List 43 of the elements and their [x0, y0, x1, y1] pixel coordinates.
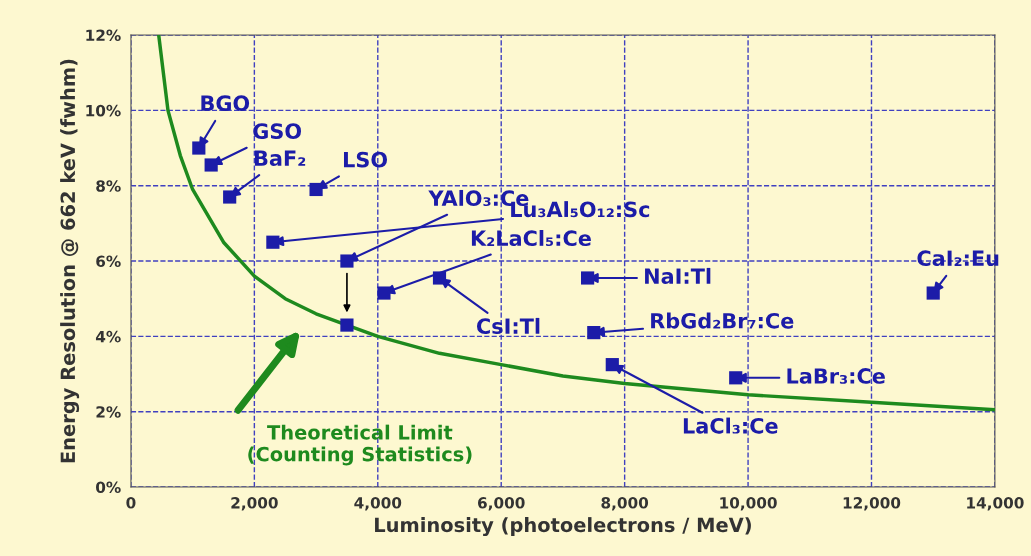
point — [605, 358, 619, 372]
annotation: GSO — [253, 123, 302, 140]
annotation: BaF₂ — [254, 150, 306, 167]
x-tick-label: 12,000 — [843, 497, 901, 511]
point — [926, 286, 940, 300]
x-tick-label: 10,000 — [720, 497, 777, 511]
annotation: BGO — [201, 95, 250, 112]
annotation: LaBr₃:Ce — [787, 368, 885, 384]
y-axis-title: Energy Resolution @ 662 keV (fwhm) — [60, 59, 80, 463]
x-tick-label: 0 — [126, 497, 136, 509]
point — [377, 286, 391, 300]
x-tick-label: 14,000 — [967, 497, 1024, 511]
point — [223, 190, 237, 204]
y-tick-label: 8% — [96, 180, 121, 192]
x-tick-label: 6,000 — [478, 497, 525, 511]
y-tick-label: 10% — [86, 104, 121, 117]
annotation: LSO — [343, 151, 388, 168]
y-tick-label: 4% — [95, 330, 121, 343]
annotation: LaCl₃:Ce — [683, 417, 778, 434]
x-tick-label: 4,000 — [354, 497, 402, 511]
annotation: Theoretical Limit (Counting Statistics) — [248, 424, 472, 466]
annotation: NaI:Tl — [645, 267, 711, 285]
annotation: CaI₂:Eu — [917, 250, 999, 267]
annotation: CsI:Tl — [476, 317, 540, 335]
y-tick-label: 2% — [96, 406, 121, 418]
point — [204, 158, 218, 172]
point — [587, 326, 601, 340]
x-tick-label: 2,000 — [231, 497, 278, 511]
annotation: K₂LaCl₅:Ce — [471, 229, 591, 247]
point — [192, 141, 206, 155]
point — [729, 371, 743, 385]
y-tick-label: 0% — [96, 481, 121, 494]
point — [340, 318, 354, 332]
point — [309, 182, 323, 197]
y-tick-label: 12% — [86, 29, 121, 42]
point — [581, 271, 595, 285]
x-tick-label: 8,000 — [601, 497, 649, 511]
point — [432, 271, 447, 285]
point — [266, 235, 280, 249]
x-axis-title: Luminosity (photoelectrons / MeV) — [375, 517, 751, 537]
point — [340, 254, 354, 268]
annotation: RbGd₂Br₇:Ce — [651, 312, 794, 329]
y-tick-label: 6% — [96, 255, 121, 268]
